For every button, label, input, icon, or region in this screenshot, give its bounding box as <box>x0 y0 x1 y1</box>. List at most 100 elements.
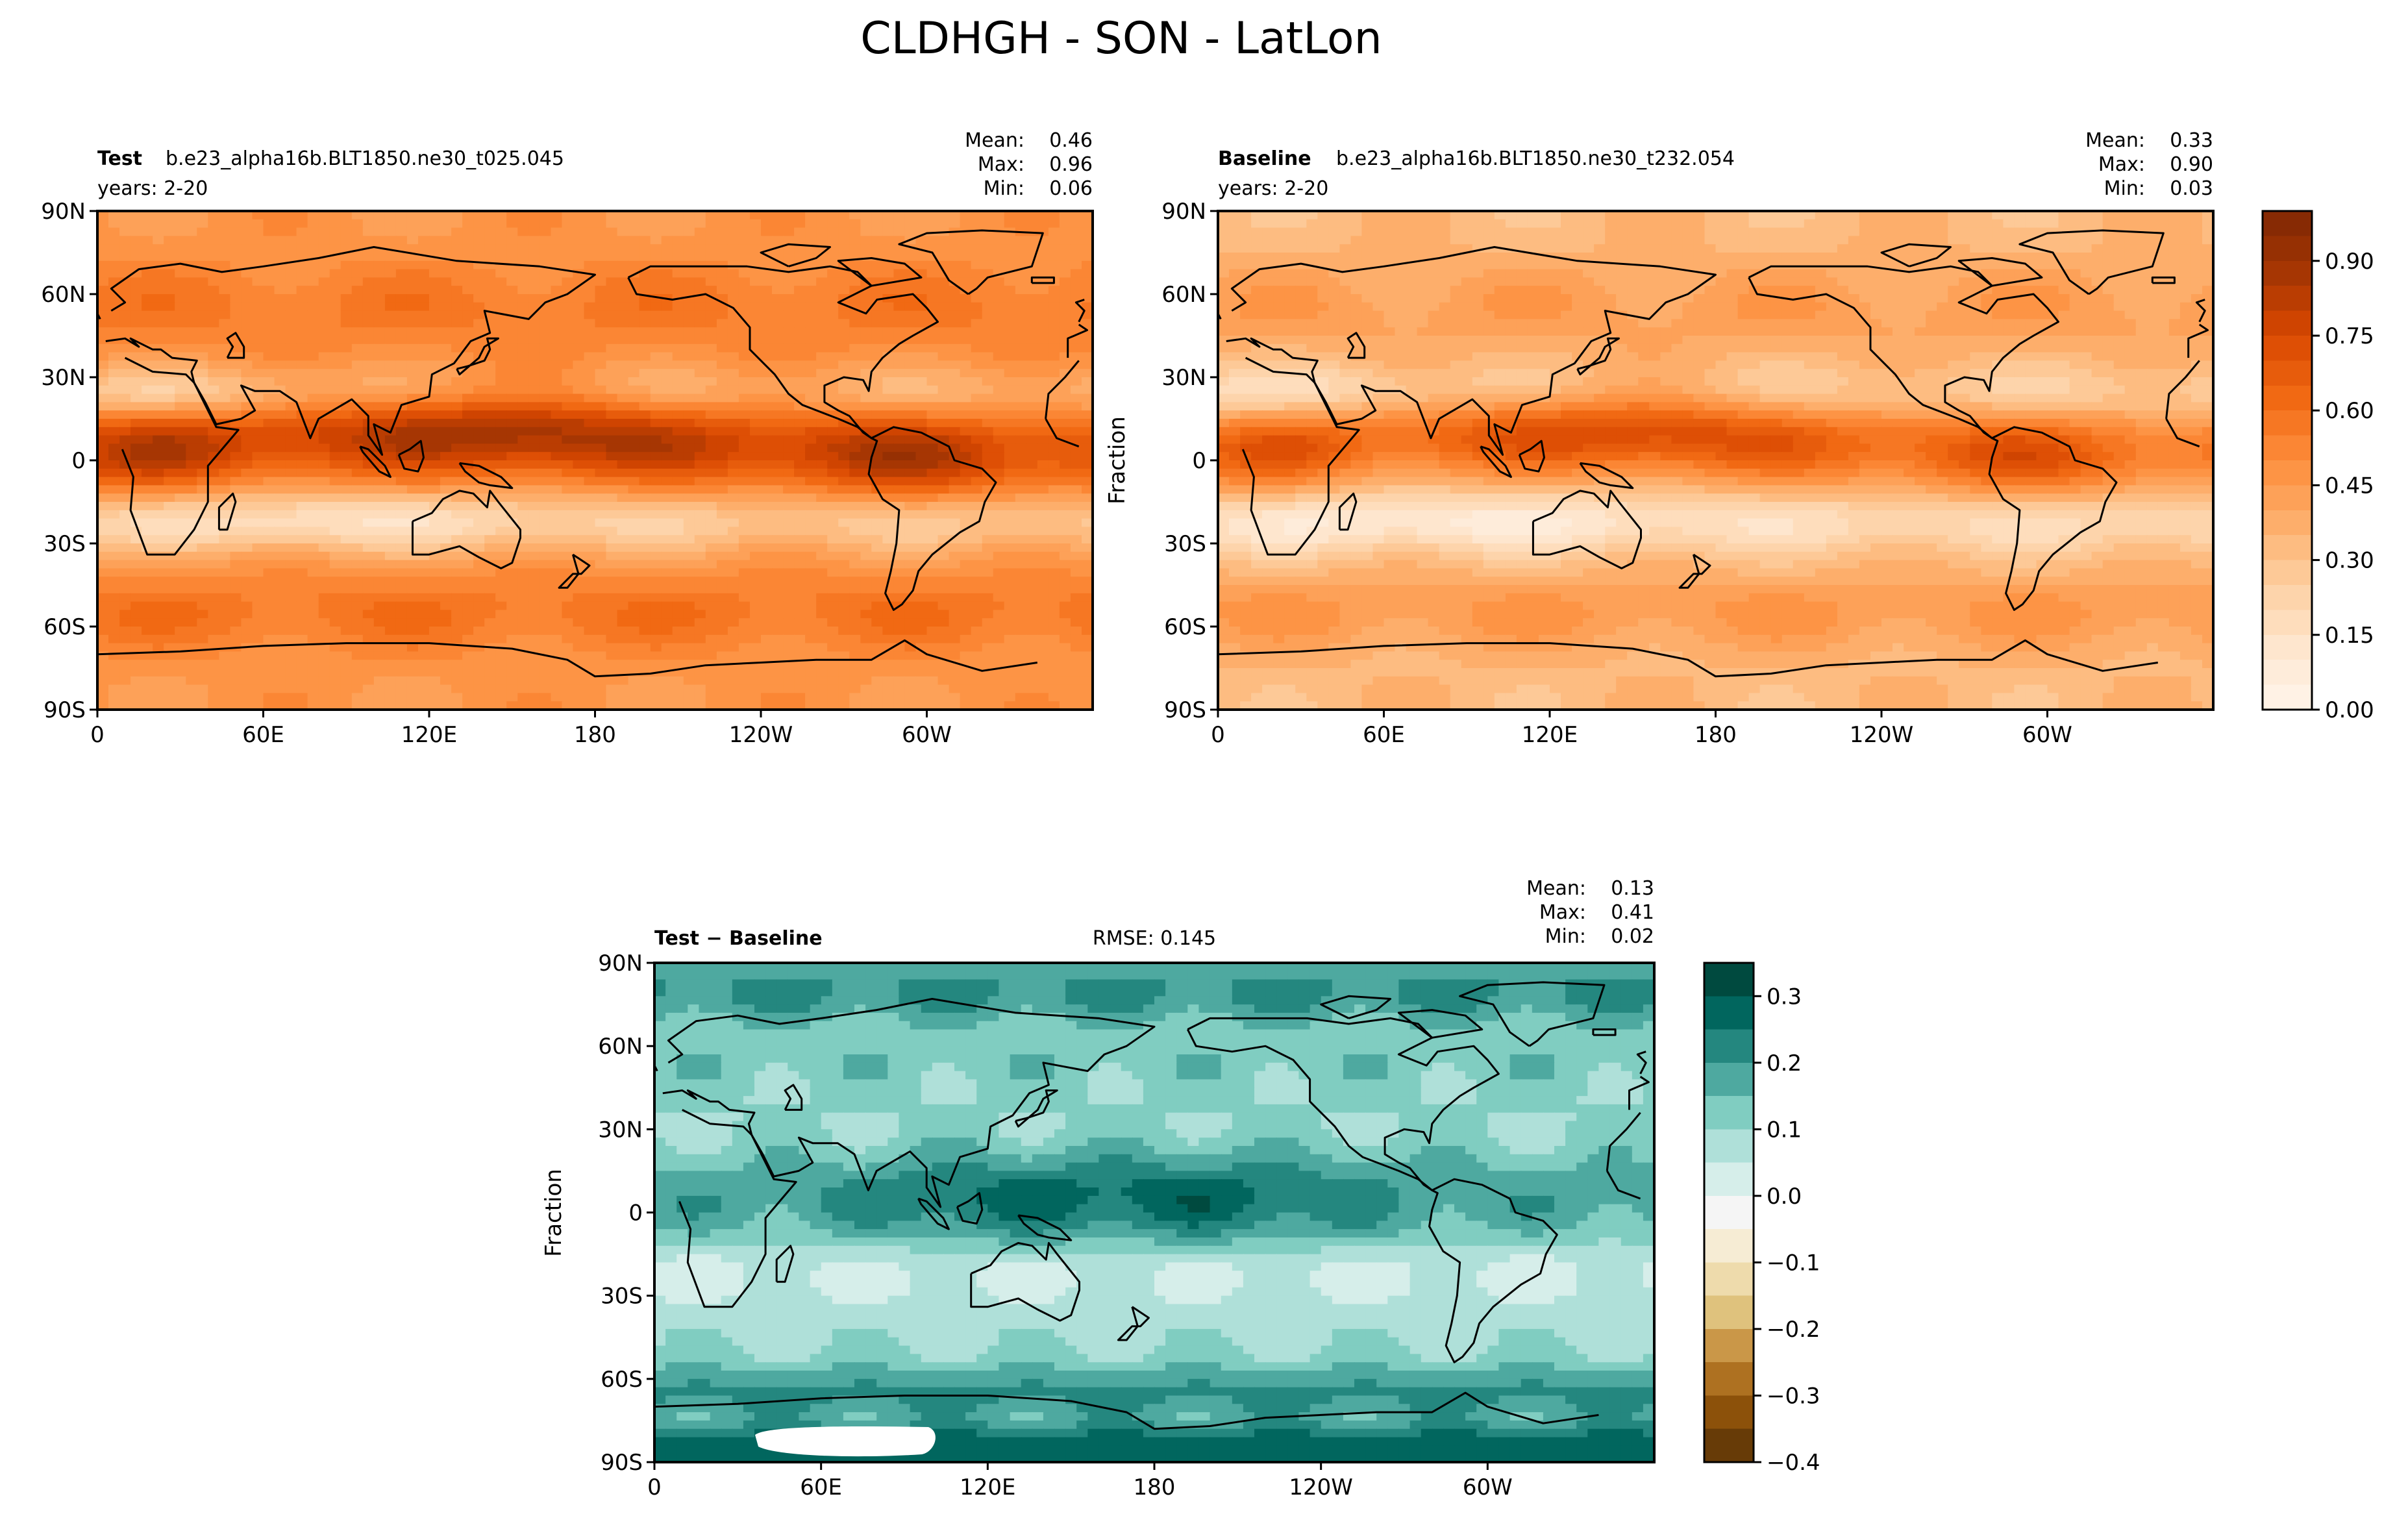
field-cell <box>794 610 806 619</box>
field-cell <box>528 219 541 229</box>
field-cell <box>551 435 563 445</box>
field-cell <box>738 269 751 279</box>
field-cell <box>406 651 419 660</box>
field-cell <box>915 543 928 553</box>
field-cell <box>904 518 917 528</box>
field-cell <box>296 468 308 478</box>
field-cell <box>164 618 175 627</box>
panel-test-min-value: 0.06 <box>1049 177 1093 200</box>
field-cell <box>716 601 728 611</box>
field-cell <box>915 493 928 503</box>
field-cell <box>142 427 153 436</box>
field-cell <box>573 244 585 253</box>
field-cell <box>296 294 308 303</box>
field-cell <box>440 460 452 469</box>
field-cell <box>562 260 574 270</box>
field-cell <box>506 460 518 469</box>
field-cell <box>219 585 231 594</box>
field-cell <box>595 643 607 653</box>
field-cell <box>142 651 153 660</box>
field-cell <box>982 560 994 569</box>
field-cell <box>672 568 684 577</box>
field-cell <box>484 610 496 619</box>
field-cell <box>1070 253 1082 262</box>
field-cell <box>871 302 884 312</box>
field-cell <box>506 660 518 669</box>
field-cell <box>761 219 773 229</box>
field-cell <box>395 302 408 312</box>
field-cell <box>340 277 353 286</box>
field-cell <box>617 452 629 461</box>
field-cell <box>816 352 828 362</box>
field-cell <box>186 219 198 229</box>
field-cell <box>960 253 972 262</box>
field-cell <box>406 493 419 503</box>
field-cell <box>915 452 928 461</box>
field-cell <box>960 352 972 362</box>
field-cell <box>606 543 618 553</box>
field-cell <box>318 435 330 445</box>
field-cell <box>318 510 330 519</box>
field-cell <box>440 369 452 378</box>
field-cell <box>153 560 164 569</box>
field-cell <box>1048 627 1060 636</box>
field-cell <box>440 286 452 295</box>
field-cell <box>429 668 441 677</box>
field-cell <box>197 419 209 428</box>
field-cell <box>904 360 917 369</box>
field-cell <box>960 493 972 503</box>
field-cell <box>949 477 961 486</box>
field-cell <box>506 419 518 428</box>
field-cell <box>772 227 784 237</box>
field-cell <box>362 618 375 627</box>
field-cell <box>230 244 242 253</box>
field-cell <box>926 244 939 253</box>
field-cell <box>373 269 386 279</box>
field-cell <box>1048 618 1060 627</box>
field-cell <box>373 227 386 237</box>
field-cell <box>772 277 784 286</box>
field-cell <box>540 502 552 511</box>
field-cell <box>484 510 496 519</box>
field-cell <box>893 535 906 544</box>
field-cell <box>373 336 386 345</box>
field-cell <box>960 343 972 353</box>
field-cell <box>451 651 463 660</box>
field-cell <box>108 211 120 220</box>
field-cell <box>252 551 264 561</box>
field-cell <box>97 244 109 253</box>
field-cell <box>373 393 386 403</box>
field-cell <box>263 410 275 419</box>
field-cell <box>329 535 341 544</box>
field-cell <box>462 643 474 653</box>
field-cell <box>960 610 972 619</box>
field-cell <box>285 427 297 436</box>
field-cell <box>551 477 563 486</box>
field-cell <box>517 452 530 461</box>
field-cell <box>562 343 574 353</box>
field-cell <box>716 477 728 486</box>
field-cell <box>937 427 950 436</box>
field-cell <box>1048 452 1060 461</box>
field-cell <box>395 393 408 403</box>
field-cell <box>772 443 784 453</box>
field-cell <box>683 427 695 436</box>
field-cell <box>274 585 286 594</box>
field-cell <box>406 343 419 353</box>
field-cell <box>285 660 297 669</box>
field-cell <box>384 253 397 262</box>
field-cell <box>296 244 308 253</box>
field-cell <box>1026 634 1038 644</box>
field-cell <box>406 585 419 594</box>
field-cell <box>838 360 850 369</box>
field-cell <box>1059 643 1071 653</box>
field-cell <box>1059 443 1071 453</box>
field-cell <box>318 502 330 511</box>
field-cell <box>871 393 884 403</box>
field-cell <box>827 360 839 369</box>
field-cell <box>252 310 264 320</box>
field-cell <box>362 668 375 677</box>
field-cell <box>1048 601 1060 611</box>
field-cell <box>384 393 397 403</box>
field-cell <box>274 527 286 536</box>
